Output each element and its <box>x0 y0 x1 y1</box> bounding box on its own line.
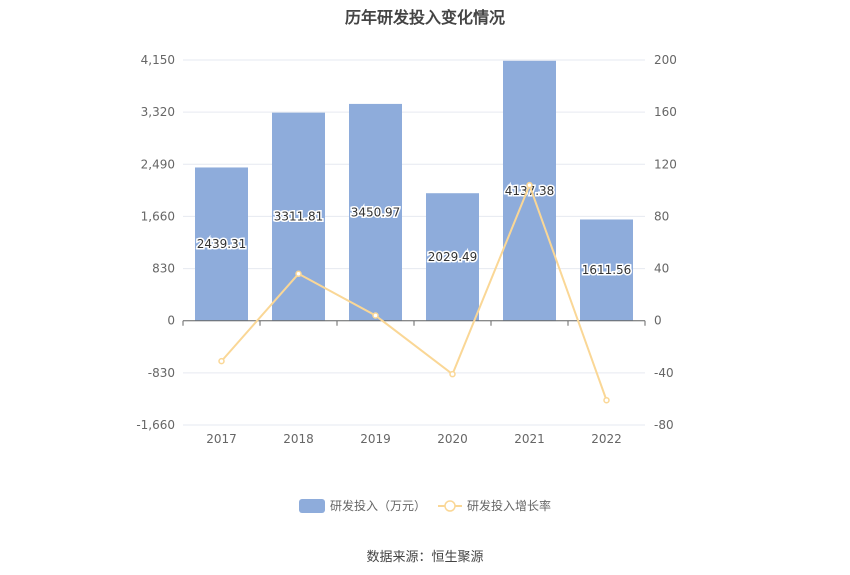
legend-bar-label: 研发投入（万元） <box>330 498 426 513</box>
y-left-tick-label: 830 <box>152 262 175 276</box>
bar <box>426 193 479 321</box>
growth-rate-line <box>220 182 608 401</box>
bar <box>580 219 633 321</box>
bar <box>503 60 556 321</box>
y-right-tick-label: 160 <box>654 105 677 119</box>
y-right-tick-label: 120 <box>654 157 677 171</box>
y-right-tick-label: -40 <box>654 366 674 380</box>
growth-rate-point <box>603 396 610 404</box>
x-tick-label: 2018 <box>283 432 314 446</box>
y-right-tick-label: -80 <box>654 418 674 432</box>
x-tick-label: 2020 <box>437 432 468 446</box>
y-right-tick-label: 80 <box>654 209 669 223</box>
y-left-tick-label: -830 <box>148 366 175 380</box>
data-source: 数据来源：恒生聚源 <box>366 550 484 565</box>
growth-rate-point <box>449 370 456 378</box>
legend-bar-swatch <box>299 499 325 513</box>
x-tick-label: 2022 <box>591 432 622 446</box>
x-tick-label: 2017 <box>206 432 237 446</box>
growth-rate-point <box>218 357 225 365</box>
growth-rate-point <box>372 312 379 319</box>
bar <box>272 112 325 321</box>
y-left-tick-label: 0 <box>167 314 175 328</box>
bar-data-label: 3311.81 <box>274 210 324 224</box>
x-tick-label: 2021 <box>514 432 545 446</box>
y-left-tick-label: -1,660 <box>136 418 175 432</box>
y-left-tick-label: 4,150 <box>141 53 175 67</box>
y-left-tick-label: 2,490 <box>141 157 175 171</box>
bar <box>195 167 248 321</box>
legend-line-marker <box>444 500 456 512</box>
bar-data-label: 3450.97 <box>351 205 401 219</box>
legend-line-label: 研发投入增长率 <box>467 498 551 513</box>
bar <box>349 103 402 321</box>
y-left-tick-label: 3,320 <box>141 105 175 119</box>
bar-data-label: 1611.56 <box>582 263 632 277</box>
y-right-tick-label: 40 <box>654 262 669 276</box>
bar-data-label: 4137.38 <box>505 184 555 198</box>
y-left-tick-label: 1,660 <box>141 209 175 223</box>
growth-rate-point <box>295 270 302 278</box>
bar-data-label: 2029.49 <box>428 250 478 264</box>
y-right-tick-label: 0 <box>654 314 662 328</box>
y-right-tick-label: 200 <box>654 53 677 67</box>
growth-rate-point <box>526 181 533 189</box>
chart-title: 历年研发投入变化情况 <box>344 8 505 27</box>
bar-data-label: 2439.31 <box>197 237 247 251</box>
x-tick-label: 2019 <box>360 432 391 446</box>
